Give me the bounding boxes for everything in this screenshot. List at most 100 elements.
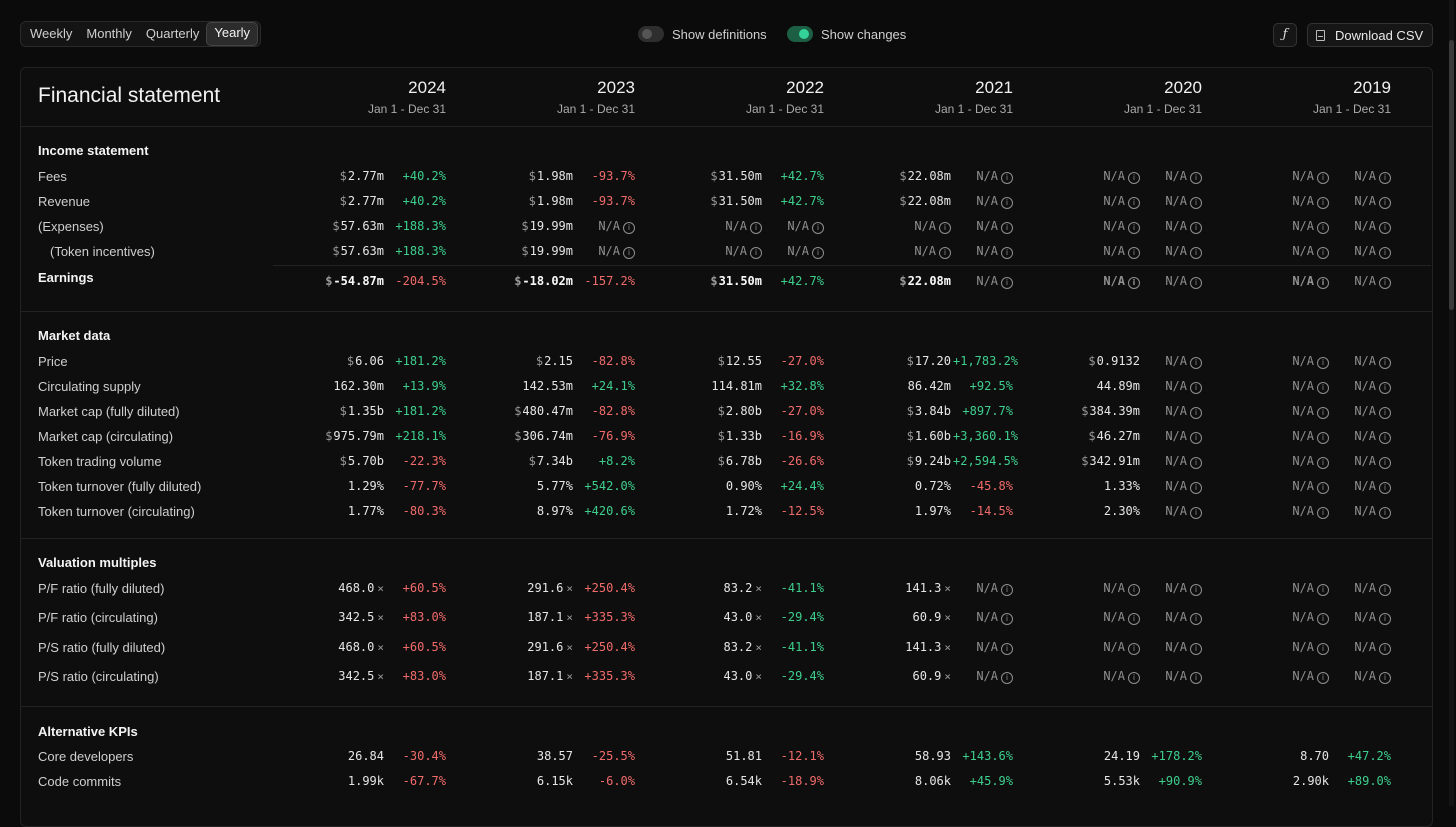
info-icon[interactable]: i — [1190, 197, 1202, 209]
cell-change: N/A i — [953, 194, 1013, 209]
cell-value: $46.27m — [1070, 429, 1140, 443]
value-text: -18.02m — [522, 274, 573, 288]
info-icon[interactable]: i — [1190, 407, 1202, 419]
info-icon[interactable]: i — [1379, 432, 1391, 444]
value-text: 31.50m — [718, 169, 762, 183]
info-icon[interactable]: i — [1128, 277, 1140, 289]
info-icon[interactable]: i — [1128, 643, 1140, 655]
info-icon[interactable]: i — [1001, 197, 1013, 209]
info-icon[interactable]: i — [1317, 172, 1329, 184]
change-text: N/A — [1354, 354, 1376, 368]
tab-quarterly[interactable]: Quarterly — [145, 26, 200, 41]
info-icon[interactable]: i — [1190, 432, 1202, 444]
tab-monthly[interactable]: Monthly — [86, 26, 132, 41]
show-definitions-control[interactable]: Show definitions — [638, 26, 767, 42]
dollar-sign: $ — [710, 169, 718, 183]
info-icon[interactable]: i — [1190, 672, 1202, 684]
info-icon[interactable]: i — [1379, 672, 1391, 684]
show-definitions-toggle[interactable] — [638, 26, 664, 42]
info-icon[interactable]: i — [1379, 507, 1391, 519]
cell-value: 60.9 × — [881, 610, 951, 624]
info-icon[interactable]: i — [1190, 172, 1202, 184]
info-icon[interactable]: i — [1001, 584, 1013, 596]
info-icon[interactable]: i — [1317, 222, 1329, 234]
info-icon[interactable]: i — [1317, 507, 1329, 519]
info-icon[interactable]: i — [623, 222, 635, 234]
info-icon[interactable]: i — [1379, 382, 1391, 394]
info-icon[interactable]: i — [1317, 197, 1329, 209]
info-icon[interactable]: i — [1190, 613, 1202, 625]
info-icon[interactable]: i — [812, 222, 824, 234]
info-icon[interactable]: i — [1190, 382, 1202, 394]
show-changes-toggle[interactable] — [787, 26, 813, 42]
cell-change: N/A i — [953, 219, 1013, 234]
dollar-sign: $ — [906, 429, 914, 443]
info-icon[interactable]: i — [1001, 277, 1013, 289]
info-icon[interactable]: i — [1001, 672, 1013, 684]
dollar-sign: $ — [906, 354, 914, 368]
info-icon[interactable]: i — [1001, 613, 1013, 625]
info-icon[interactable]: i — [1317, 277, 1329, 289]
tab-yearly[interactable]: Yearly — [206, 22, 259, 46]
info-icon[interactable]: i — [750, 247, 762, 259]
info-icon[interactable]: i — [1379, 357, 1391, 369]
info-icon[interactable]: i — [750, 222, 762, 234]
info-icon[interactable]: i — [1001, 222, 1013, 234]
download-csv-button[interactable]: Download CSV — [1307, 23, 1433, 47]
info-icon[interactable]: i — [1317, 407, 1329, 419]
info-icon[interactable]: i — [939, 222, 951, 234]
info-icon[interactable]: i — [1190, 482, 1202, 494]
info-icon[interactable]: i — [1317, 247, 1329, 259]
info-icon[interactable]: i — [1317, 643, 1329, 655]
info-icon[interactable]: i — [1379, 643, 1391, 655]
formula-button[interactable]: ƒ — [1273, 23, 1297, 47]
dollar-sign: $ — [1081, 454, 1089, 468]
info-icon[interactable]: i — [1317, 432, 1329, 444]
info-icon[interactable]: i — [1379, 197, 1391, 209]
info-icon[interactable]: i — [1379, 247, 1391, 259]
info-icon[interactable]: i — [1001, 247, 1013, 259]
info-icon[interactable]: i — [1317, 584, 1329, 596]
info-icon[interactable]: i — [1001, 643, 1013, 655]
info-icon[interactable]: i — [1190, 247, 1202, 259]
info-icon[interactable]: i — [1190, 357, 1202, 369]
info-icon[interactable]: i — [1190, 457, 1202, 469]
info-icon[interactable]: i — [1317, 482, 1329, 494]
info-icon[interactable]: i — [1317, 457, 1329, 469]
info-icon[interactable]: i — [1379, 482, 1391, 494]
info-icon[interactable]: i — [1379, 584, 1391, 596]
info-icon[interactable]: i — [1128, 247, 1140, 259]
info-icon[interactable]: i — [1317, 672, 1329, 684]
info-icon[interactable]: i — [1379, 222, 1391, 234]
info-icon[interactable]: i — [1317, 382, 1329, 394]
info-icon[interactable]: i — [1379, 172, 1391, 184]
info-icon[interactable]: i — [1128, 672, 1140, 684]
info-icon[interactable]: i — [1317, 613, 1329, 625]
info-icon[interactable]: i — [1379, 457, 1391, 469]
info-icon[interactable]: i — [1190, 643, 1202, 655]
change-text: N/A — [1165, 379, 1187, 393]
value-text: 162.30m — [333, 379, 384, 393]
info-icon[interactable]: i — [1379, 613, 1391, 625]
info-icon[interactable]: i — [623, 247, 635, 259]
info-icon[interactable]: i — [939, 247, 951, 259]
info-icon[interactable]: i — [1190, 584, 1202, 596]
info-icon[interactable]: i — [1128, 613, 1140, 625]
info-icon[interactable]: i — [1379, 277, 1391, 289]
info-icon[interactable]: i — [1128, 584, 1140, 596]
info-icon[interactable]: i — [1128, 197, 1140, 209]
tab-weekly[interactable]: Weekly — [30, 26, 73, 41]
info-icon[interactable]: i — [1317, 357, 1329, 369]
page-scrollbar[interactable] — [1449, 0, 1454, 806]
info-icon[interactable]: i — [1190, 222, 1202, 234]
info-icon[interactable]: i — [1128, 222, 1140, 234]
info-icon[interactable]: i — [1190, 277, 1202, 289]
info-icon[interactable]: i — [1379, 407, 1391, 419]
show-changes-control[interactable]: Show changes — [787, 26, 906, 42]
value-text: 468.0 — [338, 581, 375, 595]
info-icon[interactable]: i — [1190, 507, 1202, 519]
info-icon[interactable]: i — [1128, 172, 1140, 184]
info-icon[interactable]: i — [812, 247, 824, 259]
scrollbar-thumb[interactable] — [1449, 40, 1454, 310]
info-icon[interactable]: i — [1001, 172, 1013, 184]
